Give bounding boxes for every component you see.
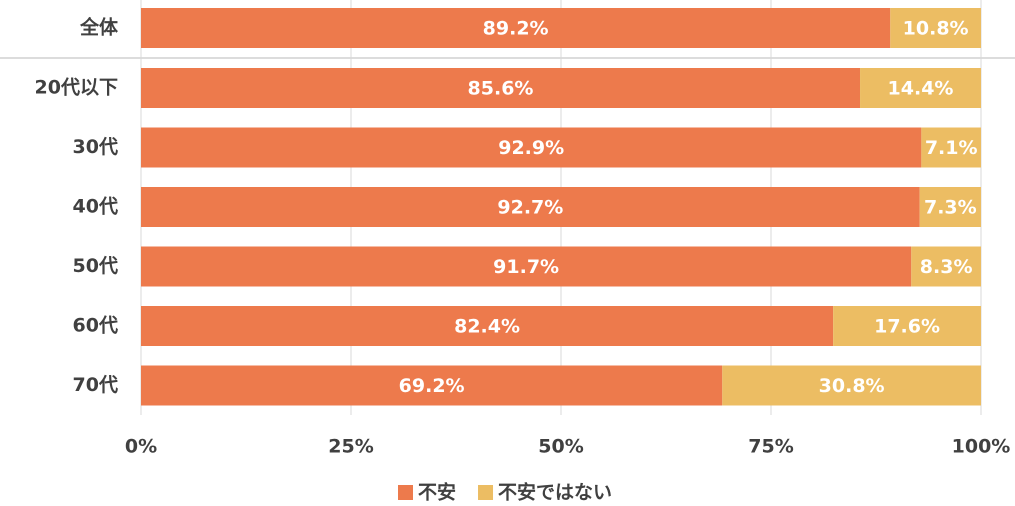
x-tick-label: 75% xyxy=(748,436,793,458)
legend-label: 不安ではない xyxy=(498,481,612,504)
legend-label: 不安 xyxy=(418,481,456,504)
data-label: 7.1% xyxy=(925,137,978,159)
bar-segment xyxy=(141,127,922,168)
data-label: 10.8% xyxy=(903,18,969,40)
data-label: 17.6% xyxy=(874,316,940,338)
bar-segment xyxy=(911,246,981,287)
y-tick-label: 40代 xyxy=(73,196,118,218)
y-tick-label: 60代 xyxy=(73,315,118,337)
data-label: 92.9% xyxy=(498,137,564,159)
data-label: 89.2% xyxy=(483,18,549,40)
data-label: 69.2% xyxy=(399,375,465,397)
bar-segment xyxy=(141,365,723,406)
bar-segment xyxy=(833,306,981,346)
bar-segment xyxy=(919,187,981,227)
bar-segment xyxy=(141,8,891,48)
legend-swatch xyxy=(398,485,413,500)
data-label: 85.6% xyxy=(468,78,534,100)
y-tick-label: 全体 xyxy=(79,16,119,39)
data-label: 91.7% xyxy=(493,256,559,278)
y-tick-label: 50代 xyxy=(73,255,118,277)
data-label: 14.4% xyxy=(888,78,954,100)
bar-segment xyxy=(860,68,981,108)
bar-segment xyxy=(141,68,861,108)
bar-segment xyxy=(141,187,920,227)
x-tick-label: 50% xyxy=(538,436,583,458)
data-label: 30.8% xyxy=(819,375,885,397)
y-tick-label: 30代 xyxy=(73,136,118,158)
x-tick-label: 25% xyxy=(328,436,373,458)
data-label: 7.3% xyxy=(924,197,977,219)
legend-swatch xyxy=(478,485,494,500)
data-label: 8.3% xyxy=(920,256,973,278)
data-label: 82.4% xyxy=(454,316,520,338)
x-tick-label: 100% xyxy=(952,436,1011,458)
bar-segment xyxy=(890,8,981,48)
x-tick-label: 0% xyxy=(125,436,157,458)
bar-segment xyxy=(921,127,981,168)
bar-segment xyxy=(141,306,834,346)
y-tick-label: 20代以下 xyxy=(35,77,118,99)
data-label: 92.7% xyxy=(497,197,563,219)
y-tick-label: 70代 xyxy=(73,374,118,396)
bar-segment xyxy=(141,246,912,287)
bar-segment xyxy=(722,365,981,406)
